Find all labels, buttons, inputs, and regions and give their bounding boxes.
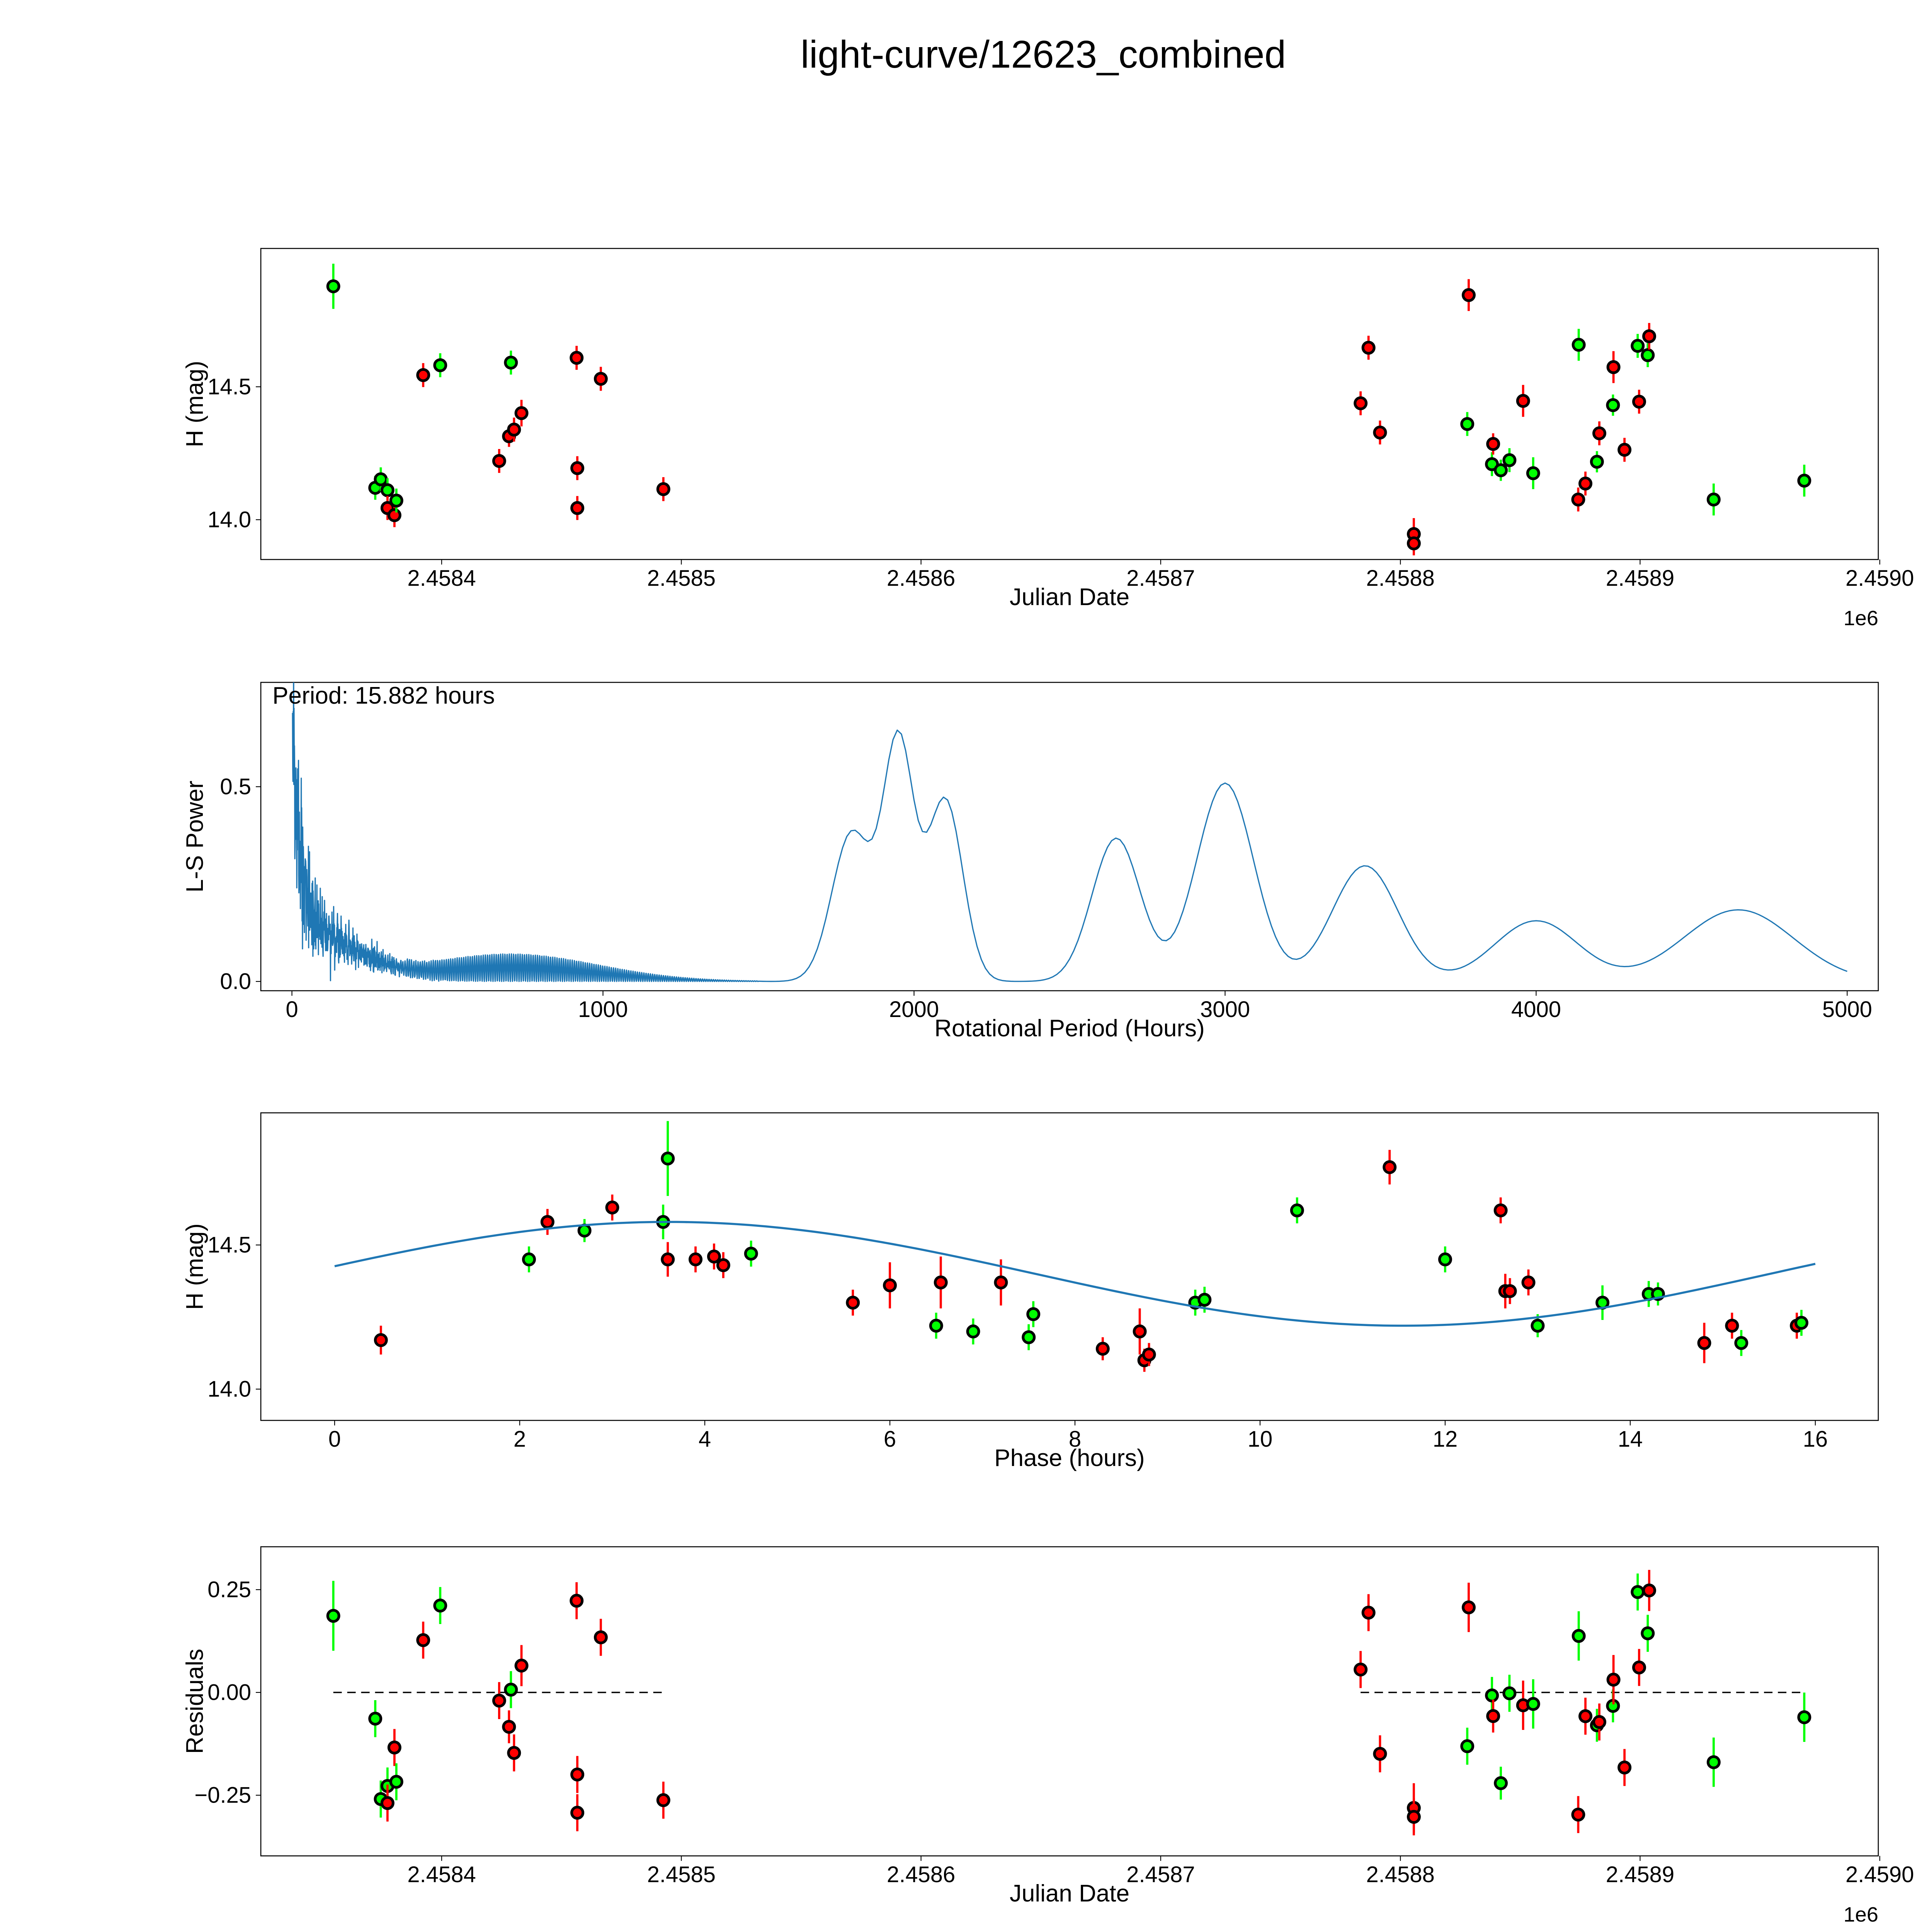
svg-text:1e6: 1e6 [1844,607,1878,630]
svg-text:H (mag): H (mag) [182,1223,208,1310]
svg-text:0: 0 [286,997,298,1022]
svg-text:2.4586: 2.4586 [887,566,955,591]
svg-text:Rotational Period (Hours): Rotational Period (Hours) [934,1015,1205,1042]
svg-text:2.4585: 2.4585 [647,566,716,591]
svg-text:0.5: 0.5 [220,774,251,799]
svg-text:2.4590: 2.4590 [1845,566,1914,591]
svg-text:2.4588: 2.4588 [1366,566,1434,591]
svg-text:2.4589: 2.4589 [1606,1862,1674,1887]
svg-text:Period: 15.882 hours: Period: 15.882 hours [272,682,495,709]
svg-text:14.5: 14.5 [207,374,251,400]
svg-text:1e6: 1e6 [1844,1903,1878,1926]
svg-text:0.00: 0.00 [207,1680,251,1705]
svg-text:2.4587: 2.4587 [1126,1862,1195,1887]
svg-text:Julian Date: Julian Date [1010,584,1129,611]
svg-text:5000: 5000 [1822,997,1872,1022]
svg-text:2.4585: 2.4585 [647,1862,716,1887]
svg-text:Phase (hours): Phase (hours) [994,1445,1145,1471]
svg-text:16: 16 [1803,1427,1828,1452]
svg-text:6: 6 [884,1427,896,1452]
svg-text:14.0: 14.0 [207,1377,251,1402]
svg-text:2.4584: 2.4584 [407,1862,476,1887]
svg-text:3000: 3000 [1200,997,1250,1022]
svg-text:0.25: 0.25 [207,1577,251,1602]
svg-text:4000: 4000 [1511,997,1561,1022]
svg-text:light-curve/12623_combined: light-curve/12623_combined [801,33,1286,76]
svg-text:4: 4 [699,1427,711,1452]
svg-text:2.4584: 2.4584 [407,566,476,591]
svg-text:2.4586: 2.4586 [887,1862,955,1887]
svg-text:−0.25: −0.25 [194,1783,251,1808]
svg-text:2.4590: 2.4590 [1845,1862,1914,1887]
svg-text:2: 2 [514,1427,526,1452]
svg-text:0.0: 0.0 [220,969,251,994]
svg-text:2.4589: 2.4589 [1606,566,1674,591]
svg-text:14: 14 [1618,1427,1643,1452]
svg-text:14.5: 14.5 [207,1233,251,1258]
svg-text:0: 0 [328,1427,341,1452]
svg-text:1000: 1000 [578,997,628,1022]
svg-text:2000: 2000 [889,997,939,1022]
svg-text:L-S Power: L-S Power [182,781,208,892]
svg-text:2.4588: 2.4588 [1366,1862,1434,1887]
svg-text:Residuals: Residuals [182,1649,208,1754]
svg-text:14.0: 14.0 [207,507,251,532]
svg-text:Julian Date: Julian Date [1010,1880,1129,1907]
svg-text:10: 10 [1248,1427,1273,1452]
svg-text:H (mag): H (mag) [182,361,208,447]
svg-text:12: 12 [1433,1427,1458,1452]
svg-text:2.4587: 2.4587 [1126,566,1195,591]
